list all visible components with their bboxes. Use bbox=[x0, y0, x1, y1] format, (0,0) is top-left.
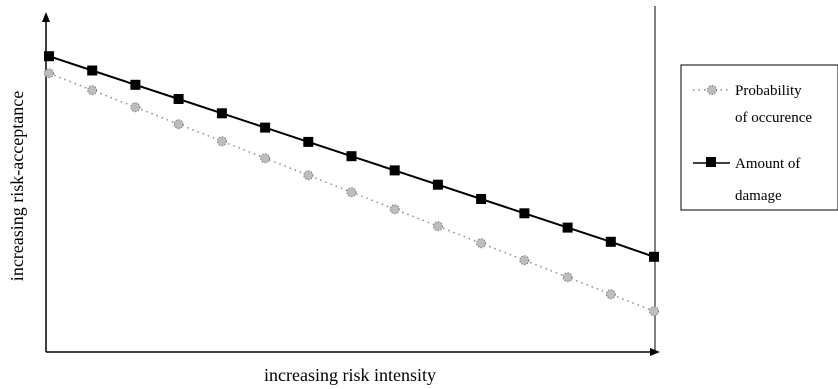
legend-label-damage-line2: damage bbox=[735, 188, 782, 204]
y-axis-arrow bbox=[42, 12, 50, 22]
data-point-probability-of-occurence-4 bbox=[216, 136, 227, 147]
data-point-amount-of-damage-2 bbox=[130, 79, 141, 90]
data-point-amount-of-damage-1 bbox=[87, 65, 98, 76]
x-axis-label: increasing risk intensity bbox=[264, 365, 436, 385]
legend-box bbox=[680, 64, 838, 211]
data-point-amount-of-damage-11 bbox=[519, 208, 530, 219]
series-layer bbox=[44, 51, 659, 317]
data-point-amount-of-damage-3 bbox=[173, 94, 184, 104]
data-point-amount-of-damage-5 bbox=[260, 122, 271, 133]
data-point-amount-of-damage-12 bbox=[562, 222, 573, 233]
data-point-probability-of-occurence-10 bbox=[476, 238, 487, 249]
data-point-amount-of-damage-8 bbox=[389, 165, 400, 176]
legend-marker-damage bbox=[706, 157, 716, 167]
data-point-probability-of-occurence-12 bbox=[562, 272, 573, 283]
data-point-probability-of-occurence-13 bbox=[605, 289, 616, 300]
data-point-probability-of-occurence-9 bbox=[432, 221, 443, 232]
legend-marker-probability bbox=[707, 85, 717, 95]
y-axis-label: increasing risk-acceptance bbox=[7, 91, 27, 281]
legend-label-damage-line1: Amount of bbox=[735, 156, 800, 172]
data-point-amount-of-damage-10 bbox=[476, 194, 487, 204]
data-point-probability-of-occurence-11 bbox=[519, 255, 530, 266]
data-point-probability-of-occurence-14 bbox=[649, 306, 659, 317]
data-point-probability-of-occurence-3 bbox=[173, 119, 184, 130]
data-point-probability-of-occurence-1 bbox=[87, 85, 98, 96]
data-point-amount-of-damage-7 bbox=[346, 151, 357, 162]
data-point-probability-of-occurence-2 bbox=[130, 102, 141, 113]
legend-label-probability-line2: of occurence bbox=[735, 110, 812, 126]
data-point-amount-of-damage-6 bbox=[303, 136, 314, 147]
data-point-amount-of-damage-0 bbox=[44, 51, 54, 62]
legend: Probability of occurence Amount of damag… bbox=[680, 64, 838, 211]
data-point-probability-of-occurence-8 bbox=[389, 204, 400, 215]
data-point-probability-of-occurence-5 bbox=[260, 153, 271, 164]
data-point-amount-of-damage-9 bbox=[432, 179, 443, 190]
legend-label-probability-line1: Probability bbox=[735, 83, 802, 99]
data-point-probability-of-occurence-7 bbox=[346, 187, 357, 198]
data-point-probability-of-occurence-0 bbox=[44, 68, 54, 79]
data-point-probability-of-occurence-6 bbox=[303, 170, 314, 181]
data-point-amount-of-damage-14 bbox=[649, 251, 659, 262]
data-point-amount-of-damage-4 bbox=[216, 108, 227, 119]
data-point-amount-of-damage-13 bbox=[605, 236, 616, 247]
